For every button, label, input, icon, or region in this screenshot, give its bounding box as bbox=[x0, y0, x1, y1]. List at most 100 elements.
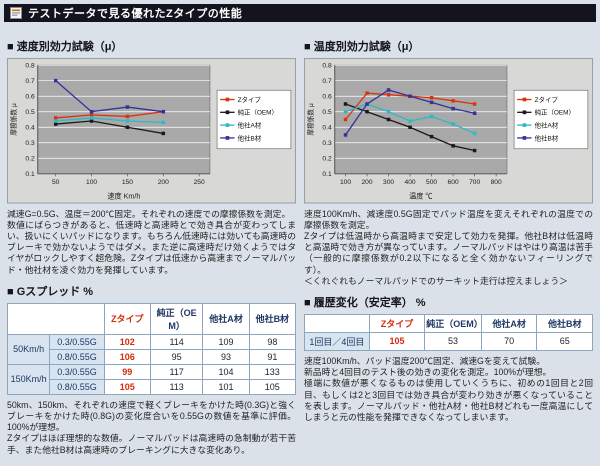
temperature-effect-chart: 0.1 0.2 0.3 0.4 0.5 0.6 0.7 0.8 100 200 300 400 500 6… bbox=[304, 58, 593, 204]
col-header-company-a: 他社A材 bbox=[202, 302, 250, 335]
value-cell: 114 bbox=[149, 333, 204, 350]
svg-text:0.4: 0.4 bbox=[25, 124, 35, 131]
value-cell: 109 bbox=[202, 333, 250, 350]
svg-text:0.7: 0.7 bbox=[25, 78, 35, 85]
svg-text:摩擦係数 μ: 摩擦係数 μ bbox=[9, 103, 18, 135]
svg-text:800: 800 bbox=[491, 179, 502, 186]
table-corner-cell bbox=[304, 313, 370, 333]
svg-text:速度 Km/h: 速度 Km/h bbox=[107, 191, 140, 200]
value-cell: 133 bbox=[248, 363, 297, 380]
table-header-row: Zタイプ 純正（OEM） 他社A材 他社B材 bbox=[304, 313, 593, 333]
row-condition: 0.8/0.55G bbox=[49, 378, 105, 395]
value-cell: 104 bbox=[202, 363, 250, 380]
row-label-50kmh: 50Km/h bbox=[6, 333, 51, 365]
document-icon bbox=[10, 7, 22, 19]
svg-text:0.8: 0.8 bbox=[322, 62, 332, 69]
svg-text:0.5: 0.5 bbox=[25, 109, 35, 116]
table-row: 1回目／4回目 105 53 70 65 bbox=[304, 331, 593, 351]
svg-text:Zタイプ: Zタイプ bbox=[238, 95, 262, 104]
value-cell: 105 bbox=[248, 378, 297, 395]
svg-text:他社B材: 他社B材 bbox=[535, 133, 559, 142]
value-cell: 105 bbox=[368, 331, 426, 351]
page-title: テストデータで見る優れたZタイプの性能 bbox=[28, 8, 243, 20]
svg-text:400: 400 bbox=[405, 179, 416, 186]
col-header-company-b: 他社B材 bbox=[536, 313, 593, 333]
temp-test-description: 速度100Km/h、減速度0.5G固定でパッド温度を変えそれぞれの温度での摩擦係… bbox=[304, 208, 593, 286]
section-heading-temp-test: ■ 温度別効力試験（μ） bbox=[304, 41, 420, 53]
svg-text:50: 50 bbox=[52, 179, 60, 186]
history-description: 速度100Km/h、パッド温度200℃固定、減速Gを変えて試験。 新品時と4回目… bbox=[304, 355, 593, 422]
value-cell: 117 bbox=[149, 363, 204, 380]
row-label-first-fourth: 1回目／4回目 bbox=[304, 331, 370, 351]
svg-text:100: 100 bbox=[86, 179, 97, 186]
svg-text:0.5: 0.5 bbox=[322, 109, 332, 116]
svg-text:摩擦係数 μ: 摩擦係数 μ bbox=[306, 103, 315, 135]
g-spread-table: Zタイプ 純正（OEM） 他社A材 他社B材 50Km/h 0.3/0.55G … bbox=[6, 302, 297, 395]
table-header-row: Zタイプ 純正（OEM） 他社A材 他社B材 bbox=[7, 302, 297, 335]
history-table: Zタイプ 純正（OEM） 他社A材 他社B材 1回目／4回目 105 53 70… bbox=[304, 313, 593, 351]
value-cell: 91 bbox=[248, 348, 297, 365]
svg-text:500: 500 bbox=[426, 179, 437, 186]
svg-text:0.1: 0.1 bbox=[25, 171, 35, 178]
col-header-ztype: Zタイプ bbox=[368, 313, 426, 333]
svg-text:250: 250 bbox=[194, 179, 205, 186]
title-bar: テストデータで見る優れたZタイプの性能 bbox=[4, 4, 596, 22]
svg-text:0.7: 0.7 bbox=[322, 78, 332, 85]
value-cell: 99 bbox=[103, 363, 151, 380]
row-label-150kmh: 150Km/h bbox=[6, 363, 51, 395]
value-cell: 70 bbox=[480, 331, 538, 351]
svg-text:300: 300 bbox=[383, 179, 394, 186]
svg-text:0.3: 0.3 bbox=[25, 140, 35, 147]
section-heading-g-spread: ■ Gスプレッド % bbox=[7, 285, 94, 298]
svg-text:他社A材: 他社A材 bbox=[535, 120, 559, 129]
col-header-company-b: 他社B材 bbox=[248, 302, 297, 335]
svg-text:0.6: 0.6 bbox=[322, 93, 332, 100]
g-spread-description: 50km、150km、それぞれの速度で軽くブレーキをかけた時(0.3G)と強くブ… bbox=[7, 399, 296, 455]
svg-text:純正（OEM）: 純正（OEM） bbox=[535, 108, 575, 117]
speed-effect-chart: 0.1 0.2 0.3 0.4 0.5 0.6 0.7 0.8 50 100 150 200 250 速度… bbox=[7, 58, 296, 204]
svg-text:0.8: 0.8 bbox=[25, 62, 35, 69]
svg-text:0.2: 0.2 bbox=[322, 156, 332, 163]
row-condition: 0.3/0.55G bbox=[49, 363, 105, 380]
table-row: 50Km/h 0.3/0.55G 102 114 109 98 bbox=[6, 333, 297, 365]
svg-text:他社A材: 他社A材 bbox=[238, 120, 262, 129]
table-row: 150Km/h 0.3/0.55G 99 117 104 133 bbox=[6, 363, 297, 395]
value-cell: 98 bbox=[248, 333, 297, 350]
value-cell: 105 bbox=[103, 378, 151, 395]
right-column: ■ 温度別効力試験（μ） 0.1 0.2 0.3 0.4 0.5 0.6 0.7 0.8 100… bbox=[304, 36, 593, 430]
left-column: ■ 速度別効力試験（μ） 0.1 0.2 0.3 0.4 0.5 0.6 0.7 0.8 50 1… bbox=[6, 36, 297, 463]
value-cell: 102 bbox=[103, 333, 151, 350]
svg-text:700: 700 bbox=[469, 179, 480, 186]
col-header-oem: 純正（OEM） bbox=[424, 313, 483, 333]
svg-text:温度 ℃: 温度 ℃ bbox=[409, 191, 432, 200]
value-cell: 53 bbox=[424, 331, 482, 351]
value-cell: 113 bbox=[149, 378, 204, 395]
svg-text:Zタイプ: Zタイプ bbox=[535, 95, 559, 104]
svg-text:150: 150 bbox=[122, 179, 133, 186]
svg-text:200: 200 bbox=[158, 179, 169, 186]
svg-text:0.4: 0.4 bbox=[322, 124, 332, 131]
col-header-ztype: Zタイプ bbox=[103, 302, 151, 335]
svg-text:他社B材: 他社B材 bbox=[238, 133, 262, 142]
row-condition: 0.8/0.55G bbox=[49, 348, 105, 365]
svg-text:0.3: 0.3 bbox=[322, 140, 332, 147]
col-header-company-a: 他社A材 bbox=[480, 313, 538, 333]
value-cell: 95 bbox=[149, 348, 204, 365]
value-cell: 93 bbox=[202, 348, 250, 365]
table-row: 0.8/0.55G 106 95 93 91 bbox=[8, 348, 297, 365]
table-corner-cell bbox=[7, 302, 105, 335]
value-cell: 65 bbox=[536, 331, 593, 351]
table-row: 0.8/0.55G 105 113 101 105 bbox=[8, 378, 297, 395]
svg-text:200: 200 bbox=[361, 179, 372, 186]
svg-text:純正（OEM）: 純正（OEM） bbox=[238, 108, 278, 117]
svg-text:0.1: 0.1 bbox=[322, 171, 332, 178]
section-heading-speed-test: ■ 速度別効力試験（μ） bbox=[7, 41, 123, 53]
svg-text:0.2: 0.2 bbox=[25, 156, 35, 163]
speed-test-description: 減速G=0.5G、温度＝200℃固定。それぞれの速度での摩擦係数を測定。 数値に… bbox=[7, 208, 296, 275]
value-cell: 101 bbox=[202, 378, 250, 395]
col-header-oem: 純正（OEM） bbox=[149, 302, 204, 335]
row-condition: 0.3/0.55G bbox=[49, 333, 105, 350]
section-heading-history: ■ 履歴変化（安定率） % bbox=[304, 296, 426, 309]
svg-text:0.6: 0.6 bbox=[25, 93, 35, 100]
svg-text:100: 100 bbox=[340, 179, 351, 186]
